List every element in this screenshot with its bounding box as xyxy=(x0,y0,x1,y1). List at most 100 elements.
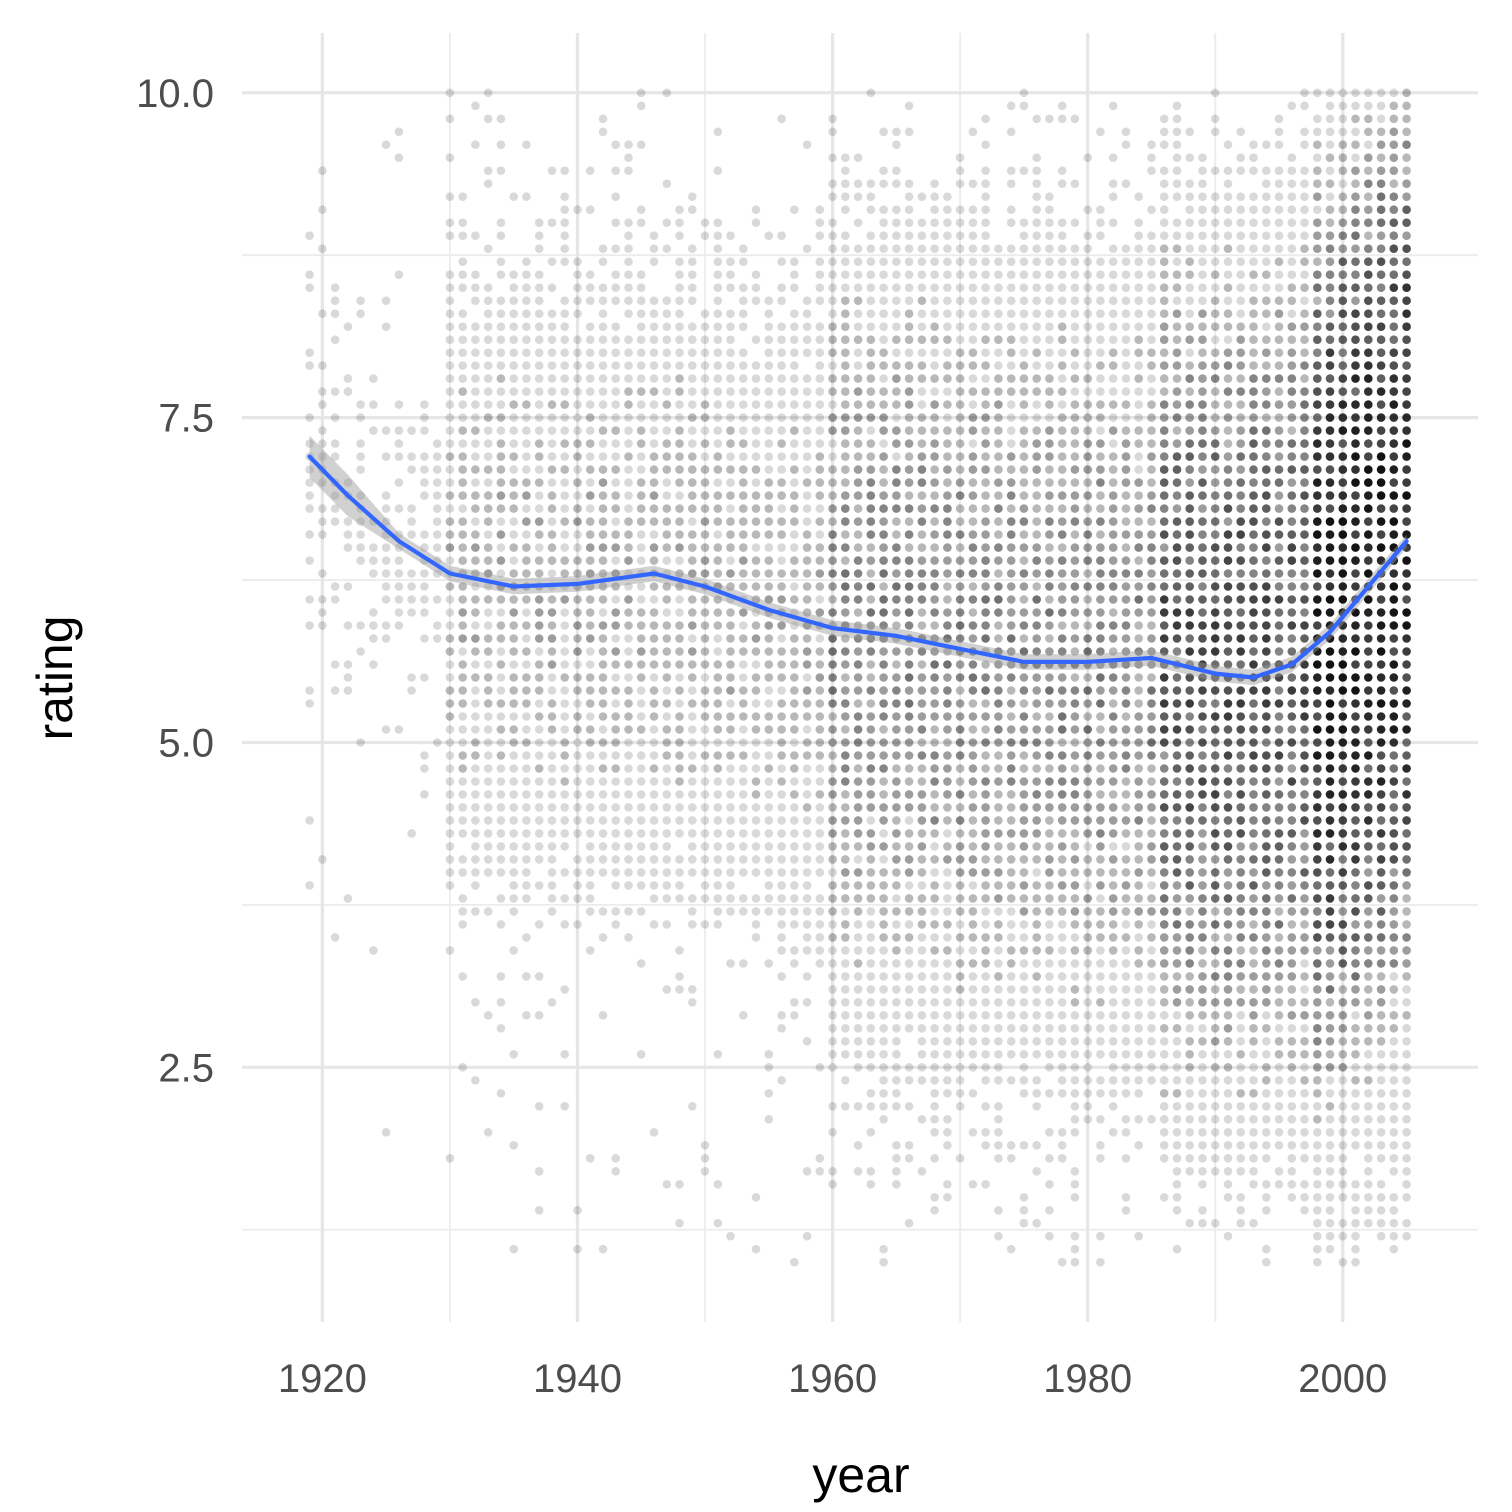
point xyxy=(1287,205,1297,214)
point xyxy=(943,894,952,903)
point xyxy=(904,335,914,345)
point xyxy=(1121,517,1131,526)
point xyxy=(790,374,799,383)
point xyxy=(675,452,684,461)
point xyxy=(1223,218,1233,227)
point xyxy=(866,335,876,345)
point xyxy=(904,543,914,552)
point xyxy=(802,673,812,682)
point xyxy=(509,777,518,786)
point xyxy=(1262,1063,1271,1072)
point xyxy=(1172,699,1182,708)
point xyxy=(471,543,480,552)
point xyxy=(1338,803,1348,812)
point xyxy=(1198,816,1207,825)
point xyxy=(904,452,914,461)
point xyxy=(471,335,480,345)
point xyxy=(1198,608,1207,617)
point xyxy=(1223,257,1233,267)
point xyxy=(1338,491,1348,500)
point xyxy=(471,140,480,149)
point xyxy=(1121,699,1131,708)
point xyxy=(1159,309,1169,319)
point xyxy=(879,439,888,448)
point xyxy=(802,1167,812,1176)
point xyxy=(1108,504,1118,513)
point xyxy=(828,829,837,838)
point xyxy=(815,738,825,747)
point xyxy=(483,634,493,643)
point xyxy=(522,400,531,409)
point xyxy=(1045,582,1054,591)
point xyxy=(726,1231,735,1241)
point xyxy=(1210,205,1220,214)
point xyxy=(1249,621,1258,630)
point xyxy=(1108,153,1118,162)
point xyxy=(611,686,620,695)
point xyxy=(1032,153,1041,162)
point xyxy=(407,595,416,604)
point xyxy=(1313,465,1322,474)
point xyxy=(1045,829,1054,838)
point xyxy=(662,790,672,799)
point xyxy=(841,1024,850,1033)
point xyxy=(1262,400,1271,409)
point xyxy=(1006,868,1016,877)
point xyxy=(1019,634,1029,643)
point xyxy=(318,608,327,617)
point xyxy=(611,478,620,487)
point xyxy=(892,1076,901,1085)
point xyxy=(917,270,927,280)
point xyxy=(509,673,518,682)
point xyxy=(713,218,723,227)
point xyxy=(509,517,518,526)
point xyxy=(343,543,353,552)
point xyxy=(547,777,557,786)
point xyxy=(381,725,391,734)
point xyxy=(879,491,888,500)
point xyxy=(917,400,927,409)
point xyxy=(1070,1128,1080,1137)
point xyxy=(458,387,468,396)
point xyxy=(1134,959,1143,968)
point xyxy=(483,673,493,682)
point xyxy=(1045,1154,1054,1163)
point xyxy=(1032,608,1041,617)
point xyxy=(1083,283,1092,293)
point xyxy=(522,803,531,812)
point xyxy=(573,751,582,760)
point xyxy=(394,556,404,565)
point xyxy=(815,270,825,280)
point xyxy=(1172,1167,1182,1176)
point xyxy=(1083,998,1092,1007)
point xyxy=(1262,1193,1271,1202)
point xyxy=(943,348,952,358)
point xyxy=(853,1024,863,1033)
point xyxy=(917,1037,927,1046)
point xyxy=(624,244,633,253)
point xyxy=(968,920,978,929)
point xyxy=(1172,920,1182,929)
point xyxy=(815,673,825,682)
point xyxy=(1096,426,1105,435)
point xyxy=(1159,257,1169,267)
point xyxy=(1249,608,1258,617)
point xyxy=(1147,361,1156,370)
point xyxy=(853,244,863,253)
point xyxy=(458,595,468,604)
point xyxy=(802,556,812,565)
point xyxy=(1287,790,1297,799)
point xyxy=(598,400,608,409)
point xyxy=(1172,998,1182,1007)
point xyxy=(879,855,888,864)
point xyxy=(445,647,455,656)
point xyxy=(1032,1218,1041,1228)
point xyxy=(458,413,468,422)
point xyxy=(534,322,544,332)
point xyxy=(1083,673,1092,682)
point xyxy=(1121,621,1131,630)
point xyxy=(1262,1102,1271,1111)
point xyxy=(764,1050,774,1059)
point xyxy=(624,582,633,591)
point xyxy=(994,296,1003,306)
